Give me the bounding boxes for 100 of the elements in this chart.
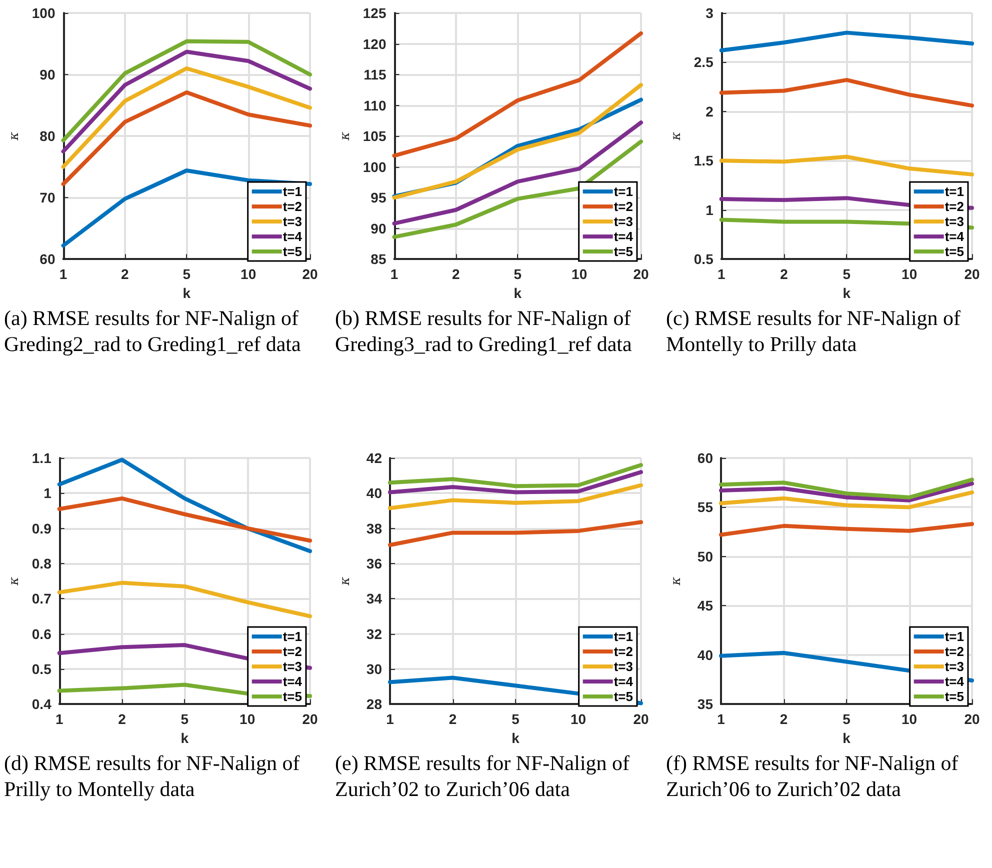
y-tick-label: 40: [697, 646, 714, 663]
legend-label: t=3: [944, 214, 964, 229]
x-tick-label: 20: [964, 266, 980, 282]
x-axis-title: k: [842, 730, 851, 746]
legend-label: t=5: [614, 689, 634, 704]
legend-label: t=2: [944, 199, 964, 214]
legend-label: t=3: [944, 659, 964, 674]
y-tick-label: 42: [366, 450, 382, 466]
legend-label: t=4: [944, 229, 965, 244]
y-axis-title: κ: [338, 576, 353, 586]
y-tick-label: 36: [366, 555, 382, 572]
y-tick-label: 2: [706, 103, 714, 120]
legend-label: t=2: [614, 644, 634, 659]
x-tick-label: 5: [180, 711, 189, 728]
legend-label: t=3: [282, 214, 302, 229]
y-tick-label: 125: [362, 5, 386, 21]
x-tick-label: 1: [390, 266, 398, 282]
text: (a) RMSE results for NF-Nalign of Greding2_rad to Greding1_ref data: [3, 305, 302, 357]
y-tick-label: 85: [370, 251, 386, 268]
legend-label: t=1: [944, 629, 964, 644]
legend-label: t=4: [614, 674, 634, 689]
y-tick-label: 110: [364, 97, 386, 114]
x-tick-label: 20: [964, 711, 980, 728]
line-series: [61, 66, 312, 169]
legend-label: t=1: [282, 629, 302, 644]
y-tick-label: 1.1: [32, 450, 52, 466]
legend-label: t=4: [282, 229, 303, 244]
legend-label: t=2: [614, 199, 634, 214]
x-tick-label: 20: [302, 266, 318, 282]
line-series: [57, 496, 312, 543]
text: (b) RMSE results for NF-Nalign of Greding3_rad to Greding1_ref data: [334, 305, 633, 357]
y-tick-label: 1: [44, 485, 52, 502]
x-tick-label: 2: [780, 266, 788, 282]
line-series: [719, 154, 974, 176]
x-tick-label: 20: [633, 711, 649, 728]
y-tick-label: 55: [697, 499, 714, 516]
legend-label: t=2: [282, 644, 302, 659]
y-tick-label: 34: [366, 590, 382, 607]
x-axis-title: k: [512, 730, 520, 746]
x-tick-label: 1: [717, 711, 726, 728]
x-tick-label: 2: [121, 266, 130, 282]
line-series: [388, 483, 643, 510]
line-series: [719, 78, 974, 108]
x-tick-label: 1: [59, 266, 68, 282]
x-tick-label: 2: [118, 711, 126, 728]
line-series: [719, 478, 974, 500]
y-tick-label: 1: [706, 202, 714, 218]
x-tick-label: 20: [633, 266, 649, 282]
y-tick-label: 60: [40, 251, 56, 268]
y-tick-label: 32: [366, 626, 382, 642]
legend-label: t=2: [944, 644, 964, 659]
y-tick-label: 70: [40, 190, 56, 206]
y-tick-label: 0.4: [32, 696, 52, 712]
y-tick-label: 120: [362, 36, 386, 52]
y-tick-label: 0.8: [32, 555, 52, 572]
x-tick-label: 10: [572, 266, 588, 282]
x-tick-label: 1: [717, 266, 726, 282]
x-tick-label: 2: [452, 266, 460, 282]
y-tick-label: 90: [40, 66, 56, 83]
y-axis-title: κ: [669, 576, 684, 586]
y-tick-label: 40: [366, 485, 382, 502]
x-tick-label: 10: [902, 266, 918, 282]
legend-label: t=1: [944, 184, 964, 199]
legend-label: t=5: [944, 244, 964, 259]
x-tick-label: 20: [302, 711, 318, 728]
text: (d) RMSE results for NF-Nalign of Prilly to Montelly data: [3, 750, 301, 802]
y-tick-label: 3: [706, 5, 714, 21]
y-tick-label: 90: [370, 220, 386, 236]
legend-label: t=4: [944, 674, 965, 689]
x-tick-label: 10: [570, 711, 586, 728]
legend-label: t=5: [944, 689, 964, 704]
line-series: [61, 50, 312, 154]
x-axis-title: k: [514, 285, 522, 301]
legend-label: t=5: [282, 244, 302, 259]
y-tick-label: 28: [366, 696, 382, 712]
y-tick-label: 38: [366, 520, 382, 536]
y-tick-label: 1.5: [694, 152, 714, 169]
y-tick-label: 60: [697, 450, 714, 466]
y-tick-label: 0.9: [32, 520, 52, 536]
legend-label: t=5: [282, 689, 302, 704]
text: (e) RMSE results for NF-Nalign of Zurich’02 to Zurich’06 data: [334, 750, 631, 802]
x-tick-label: 5: [842, 266, 851, 282]
line-series: [61, 90, 312, 186]
legend-label: t=1: [614, 629, 634, 644]
x-tick-label: 5: [512, 711, 520, 728]
line-series: [388, 463, 643, 488]
line-series: [388, 470, 643, 494]
text: (f) RMSE results for NF-Nalign of Zurich’06 to Zurich’02 data: [665, 750, 960, 802]
y-axis-title: κ: [669, 131, 684, 142]
y-axis-title: κ: [338, 131, 353, 142]
legend-label: t=2: [282, 199, 302, 214]
legend-label: t=1: [282, 184, 302, 199]
legend-label: t=3: [614, 659, 634, 674]
legend-label: t=5: [614, 244, 634, 259]
y-tick-label: 35: [697, 696, 714, 712]
x-axis-title: k: [180, 730, 189, 746]
line-series: [719, 30, 974, 52]
y-tick-label: 2.5: [694, 54, 714, 70]
x-tick-label: 2: [780, 711, 788, 728]
line-series: [388, 520, 643, 548]
